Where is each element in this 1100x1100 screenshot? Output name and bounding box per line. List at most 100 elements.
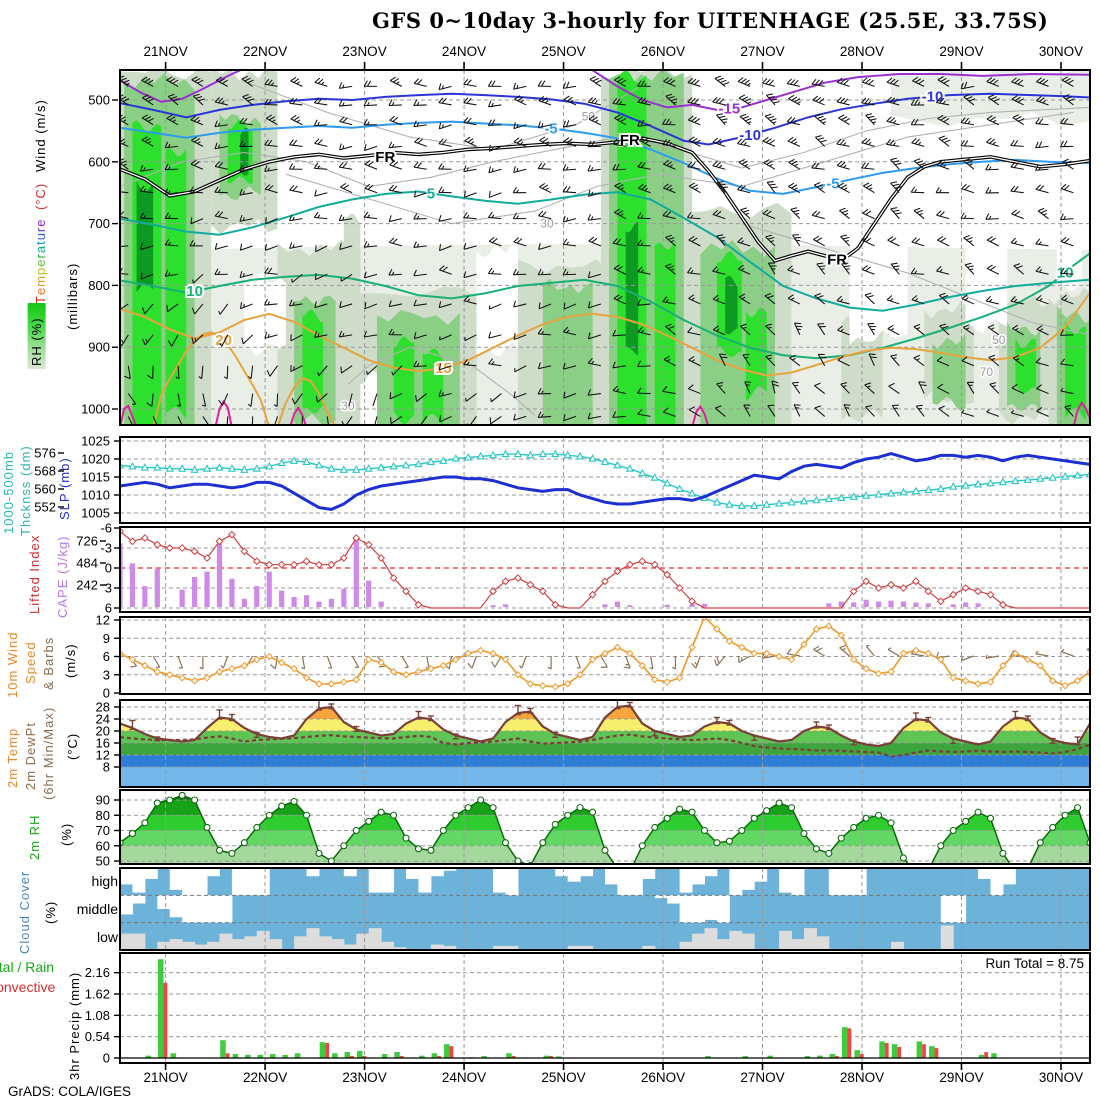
wind-barb	[514, 98, 527, 106]
cloud-low-bar	[231, 939, 245, 950]
wind-barb	[886, 120, 900, 126]
barb-feather	[314, 273, 317, 280]
precip-total-bar	[394, 1052, 400, 1058]
wind-barb	[439, 334, 452, 341]
barb-feather	[612, 138, 618, 145]
cape-bar	[291, 597, 297, 607]
barb-feather	[516, 238, 523, 244]
barb-half-feather	[466, 361, 470, 366]
barb-feather	[292, 185, 298, 192]
barb-feather	[142, 307, 146, 314]
barb-half-feather	[1042, 100, 1046, 104]
wind-marker	[352, 675, 360, 684]
wind-barb	[716, 235, 726, 247]
wind-barb	[269, 365, 278, 377]
wind-marker	[576, 671, 584, 679]
barb-feather	[988, 354, 996, 358]
barb-feather	[640, 80, 645, 87]
precip-total-bar	[506, 1053, 512, 1058]
thickness-marker	[650, 473, 659, 481]
barb-feather	[811, 78, 817, 85]
barb-feather	[771, 380, 779, 384]
barb-feather	[463, 271, 467, 278]
thickness-marker	[737, 501, 746, 509]
barb-feather	[214, 120, 218, 127]
barb-half-feather	[391, 101, 395, 106]
slp-tick: 1005	[81, 506, 110, 521]
barb-feather	[169, 77, 176, 83]
barb-feather	[863, 182, 870, 187]
barb-feather	[612, 385, 618, 392]
barb-half-feather	[669, 187, 673, 191]
barb-feather	[364, 271, 367, 278]
wind-barb	[289, 102, 303, 106]
barb-feather	[887, 324, 894, 330]
wind-barb	[189, 191, 203, 194]
barb-half-feather	[691, 359, 696, 362]
barb-feather	[591, 116, 598, 122]
wind-barb	[961, 298, 975, 305]
barb-feather	[637, 387, 642, 394]
li-marker	[402, 587, 410, 596]
barb-feather	[791, 184, 798, 189]
wind-barb	[226, 416, 229, 425]
thickness-marker	[215, 463, 224, 471]
wind-barb	[413, 245, 427, 248]
wind-barb	[588, 192, 602, 197]
barb-feather	[217, 211, 224, 218]
rh-marker	[414, 845, 423, 853]
li-marker	[352, 534, 361, 542]
barb-feather	[637, 266, 643, 272]
label-cloud-cover: Cloud Cover	[17, 870, 32, 954]
barb-half-feather	[594, 100, 598, 104]
li-marker	[377, 554, 386, 562]
wind-barb	[1010, 300, 1024, 305]
wind-barb	[538, 333, 552, 336]
wind-barb	[787, 269, 801, 275]
barb-half-feather	[914, 189, 917, 193]
wind-barb	[1035, 361, 1049, 367]
barb-feather	[816, 237, 823, 242]
wind-barb	[1086, 648, 1090, 652]
wind-barb	[588, 101, 601, 106]
thickness-marker	[687, 488, 697, 497]
barb-feather	[166, 76, 173, 81]
wind-barb	[787, 297, 801, 305]
wind-barb	[688, 239, 701, 247]
rh-marker	[302, 811, 311, 819]
barb-feather	[491, 119, 496, 126]
barb-feather	[562, 82, 567, 89]
barb-feather	[793, 79, 799, 86]
wind-barb	[140, 190, 154, 194]
barb-feather	[985, 213, 990, 220]
cloud-low-bar	[120, 933, 133, 950]
barb-half-feather	[892, 120, 897, 124]
wind-barb	[538, 100, 552, 106]
wind-barb	[765, 94, 776, 106]
barb-feather	[146, 402, 153, 407]
barb-feather	[566, 138, 573, 144]
wind-barb	[177, 416, 183, 425]
barb-feather	[862, 209, 869, 214]
wind-barb	[787, 83, 800, 87]
barb-feather	[840, 234, 847, 237]
panel2-border	[119, 436, 1091, 524]
barb-feather	[993, 98, 1000, 102]
wind-barb	[688, 297, 701, 305]
rh-marker	[215, 846, 224, 854]
barb-feather	[939, 161, 946, 167]
wind-barb	[219, 303, 229, 315]
wind-barb	[839, 647, 850, 657]
barb-feather	[688, 294, 695, 299]
barb-feather	[195, 96, 203, 99]
barb-feather	[191, 307, 196, 315]
cape-bar	[179, 589, 185, 607]
barb-feather	[615, 163, 620, 171]
barb-feather	[818, 98, 825, 104]
wind-barb	[401, 655, 409, 668]
barb-feather	[164, 188, 169, 195]
barb-feather	[913, 158, 921, 162]
barb-feather	[314, 301, 317, 308]
rh-marker	[315, 849, 323, 857]
barb-half-feather	[267, 301, 270, 306]
